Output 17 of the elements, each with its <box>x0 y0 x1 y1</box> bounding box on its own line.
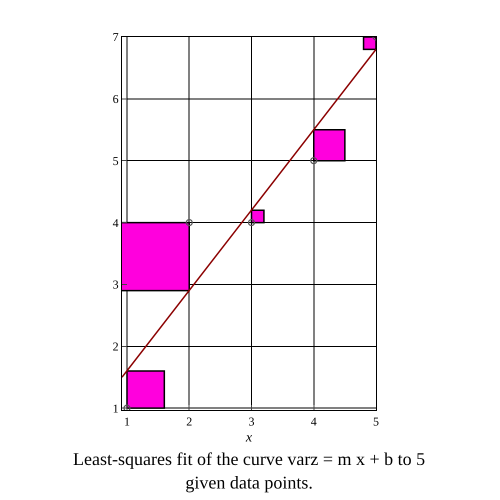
x-tick-label: 5 <box>373 414 379 428</box>
point <box>248 218 256 226</box>
x-tick-label: 4 <box>310 414 317 428</box>
point <box>310 157 318 164</box>
point <box>186 218 193 226</box>
x-axis-title: x <box>244 430 253 446</box>
y-tick-label: 5 <box>112 154 119 168</box>
y-tick-label: 6 <box>112 92 119 106</box>
y-tick-label: 2 <box>112 339 119 354</box>
y-tick-label: 1 <box>112 401 119 416</box>
text: Least-squares fit of the curve varz = m x + b to 5 given data points. <box>73 449 426 492</box>
x-tick-label: 1 <box>124 414 130 428</box>
x-tick-label: 3 <box>248 414 254 428</box>
y-tick-label: 7 <box>112 30 119 44</box>
y-tick-label: 4 <box>112 216 119 230</box>
x-tick-label: 2 <box>186 414 192 428</box>
y-tick-label: 3 <box>112 278 119 292</box>
